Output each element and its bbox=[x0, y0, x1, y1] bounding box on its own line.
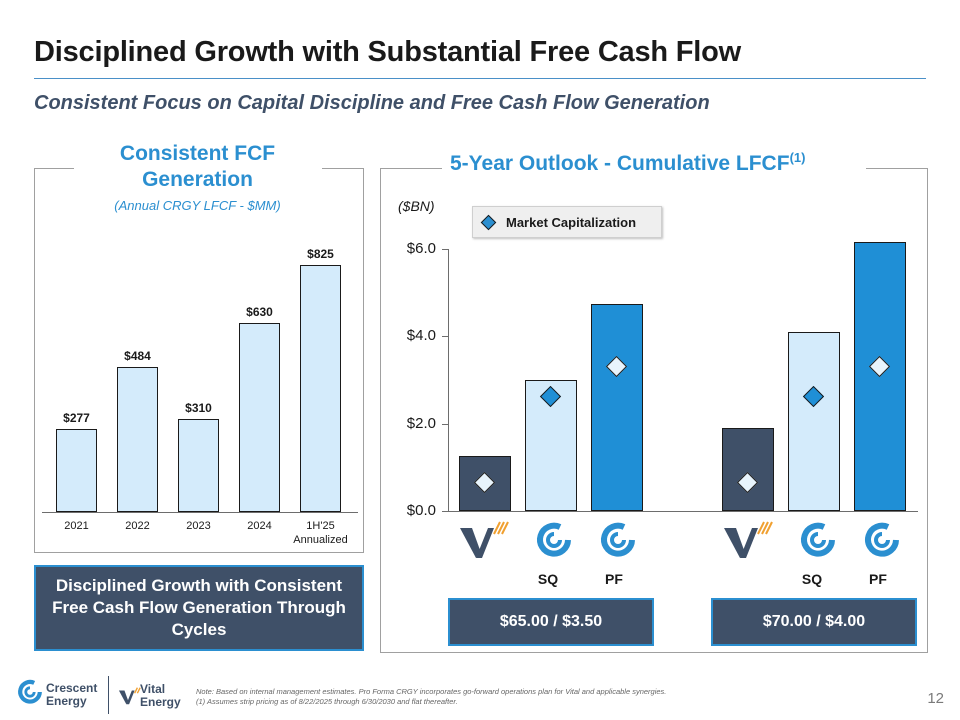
fcf-category-label: 1H'25 Annualized bbox=[293, 520, 348, 546]
y-axis-tick-mark bbox=[442, 423, 448, 425]
y-axis-tick-mark bbox=[442, 511, 448, 512]
fcf-bar-value-label: $825 bbox=[307, 246, 334, 261]
crescent-wordmark-line: Crescent bbox=[46, 681, 98, 695]
lfcf-bar bbox=[722, 428, 774, 511]
right-chart-heading-text: 5-Year Outlook - Cumulative LFCF bbox=[450, 152, 790, 175]
right-chart-panel bbox=[380, 168, 928, 653]
fcf-bar-value-label: $484 bbox=[124, 348, 151, 363]
fcf-bar bbox=[117, 366, 158, 512]
left-panel-border-segment bbox=[34, 168, 74, 169]
fcf-category-label: 2021 bbox=[64, 520, 89, 532]
crescent-wordmark: Crescent Energy bbox=[46, 682, 97, 708]
price-deck-box-2: $70.00 / $4.00 bbox=[711, 598, 917, 646]
y-axis-tick-label: $2.0 bbox=[406, 414, 436, 432]
vital-wordmark: Vital Energy bbox=[140, 683, 181, 709]
y-axis-tick-label: $0.0 bbox=[406, 502, 436, 519]
footnote: Note: Based on internal management estim… bbox=[196, 687, 756, 707]
crescent-logo-icon bbox=[601, 522, 635, 557]
fcf-bar-value-label: $277 bbox=[63, 410, 90, 425]
case-label-pf: PF bbox=[869, 571, 887, 587]
y-axis-tick-label: $4.0 bbox=[406, 327, 436, 345]
right-chart-heading: 5-Year Outlook - Cumulative LFCF(1) bbox=[450, 150, 806, 176]
fcf-category-label: 2022 bbox=[125, 520, 150, 532]
legend-label: Market Capitalization bbox=[506, 214, 637, 230]
crescent-wordmark-line: Energy bbox=[46, 694, 87, 708]
vital-logo-icon bbox=[460, 521, 509, 558]
x-axis-line bbox=[448, 511, 918, 512]
page-subtitle: Consistent Focus on Capital Discipline a… bbox=[34, 92, 710, 114]
fcf-category-label: 2023 bbox=[186, 520, 211, 532]
chart-legend: Market Capitalization bbox=[472, 206, 662, 238]
page-title: Disciplined Growth with Substantial Free… bbox=[34, 36, 742, 68]
footnote-line: Note: Based on internal management estim… bbox=[196, 687, 667, 696]
footer-logo-divider bbox=[108, 676, 109, 714]
growth-callout-box: Disciplined Growth with Consistent Free … bbox=[34, 565, 364, 651]
y-axis-unit: ($BN) bbox=[398, 198, 435, 214]
vital-logo-icon bbox=[724, 521, 773, 558]
left-chart-heading: Consistent FCF Generation bbox=[119, 142, 276, 191]
price-deck-box-1: $65.00 / $3.50 bbox=[448, 598, 654, 646]
fcf-bar bbox=[178, 419, 219, 512]
left-chart-panel bbox=[34, 168, 364, 553]
lfcf-bar bbox=[591, 303, 643, 511]
vital-wordmark-line: Vital bbox=[140, 682, 166, 696]
case-label-pf: PF bbox=[605, 571, 623, 587]
title-divider bbox=[34, 78, 926, 79]
vital-footer-logo-icon bbox=[118, 687, 141, 705]
fcf-bar bbox=[56, 428, 97, 512]
footnote-marker: (1) bbox=[789, 150, 806, 165]
lfcf-bar bbox=[788, 331, 840, 511]
fcf-bar bbox=[300, 264, 341, 512]
crescent-footer-logo-icon bbox=[18, 679, 42, 704]
right-panel-border-segment bbox=[866, 168, 928, 169]
footnote-line: (1) Assumes strip pricing as of 8/22/202… bbox=[196, 697, 458, 706]
vital-wordmark-line: Energy bbox=[140, 695, 181, 709]
page-number: 12 bbox=[927, 690, 944, 707]
crescent-logo-icon bbox=[865, 522, 899, 557]
fcf-category-label: 2024 bbox=[247, 520, 272, 532]
y-axis-tick-mark bbox=[442, 336, 448, 338]
fcf-bar bbox=[239, 323, 280, 512]
right-panel-border-segment bbox=[380, 168, 442, 169]
y-axis-tick-mark bbox=[442, 249, 448, 250]
fcf-bar-value-label: $630 bbox=[246, 305, 273, 319]
crescent-logo-icon bbox=[537, 522, 571, 557]
diamond-legend-icon bbox=[480, 214, 497, 230]
left-panel-border-segment bbox=[322, 168, 364, 169]
left-chart-subheading: (Annual CRGY LFCF - $MM) bbox=[114, 198, 281, 213]
lfcf-bar bbox=[854, 242, 906, 511]
x-axis-line bbox=[42, 512, 358, 513]
case-label-sq: SQ bbox=[537, 571, 559, 587]
fcf-bar-value-label: $310 bbox=[185, 401, 212, 415]
y-axis-line bbox=[448, 249, 449, 511]
case-label-sq: SQ bbox=[801, 571, 823, 587]
y-axis-tick-label: $6.0 bbox=[406, 240, 436, 257]
crescent-logo-icon bbox=[801, 522, 835, 557]
